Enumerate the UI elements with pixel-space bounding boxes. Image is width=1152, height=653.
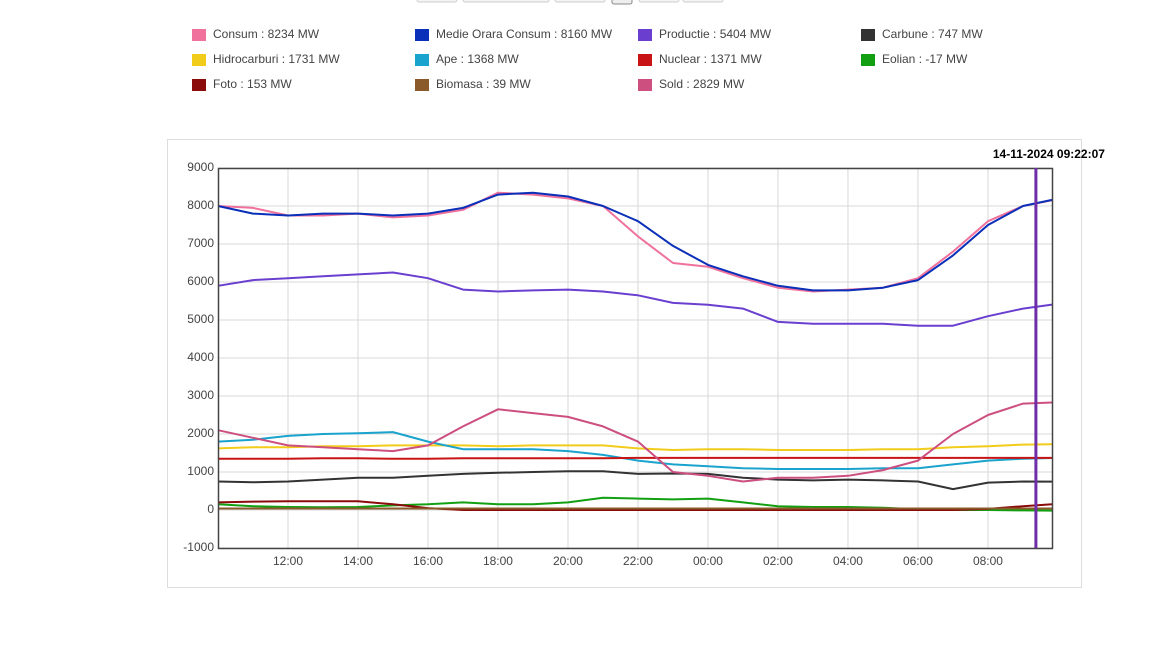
series-line — [217, 191, 1053, 292]
y-tick-label: 2000 — [187, 426, 214, 440]
series-line — [217, 271, 1053, 327]
plot — [217, 191, 1053, 512]
legend-swatch — [638, 29, 652, 41]
toolbar-button[interactable] — [462, 0, 550, 3]
x-tick-label: 06:00 — [903, 554, 933, 568]
y-tick-label: 7000 — [187, 236, 214, 250]
x-tick-label: 20:00 — [553, 554, 583, 568]
x-tick-label: 08:00 — [973, 554, 1003, 568]
y-tick-label: 0 — [207, 502, 214, 516]
y-tick-label: 6000 — [187, 274, 214, 288]
legend-label: Sold : 2829 MW — [659, 77, 745, 91]
legend-swatch — [861, 54, 875, 66]
plot-frame — [217, 167, 1054, 550]
toolbar-button[interactable] — [611, 0, 633, 5]
y-tick-label: 1000 — [187, 464, 214, 478]
x-tick-label: 16:00 — [413, 554, 443, 568]
grid: -1000 0 1000 2000 3000 4000 5000 6000 7000 8000 90… — [183, 160, 1052, 568]
legend-label: Carbune : 747 MW — [882, 27, 983, 41]
legend-swatch — [415, 79, 429, 91]
y-tick-label: 5000 — [187, 312, 214, 326]
y-tick-label: 3000 — [187, 388, 214, 402]
series-line — [218, 456, 1052, 460]
legend-swatch — [638, 54, 652, 66]
x-tick-label: 22:00 — [623, 554, 653, 568]
toolbar-button[interactable] — [554, 0, 606, 3]
legend-swatch — [192, 79, 206, 91]
toolbar-button[interactable] — [638, 0, 680, 3]
legend-label: Medie Orara Consum : 8160 MW — [436, 27, 613, 41]
y-tick-label: 8000 — [187, 198, 214, 212]
legend-swatch — [415, 54, 429, 66]
x-tick-label: 18:00 — [483, 554, 513, 568]
legend-label: Hidrocarburi : 1731 MW — [213, 52, 340, 66]
toolbar-button[interactable] — [416, 0, 458, 3]
legend: Consum : 8234 MW Medie Orara Consum : 816… — [192, 27, 983, 91]
toolbar-button[interactable] — [682, 0, 724, 3]
y-tick-label: -1000 — [183, 540, 214, 554]
legend-label: Ape : 1368 MW — [436, 52, 519, 66]
series-line — [217, 443, 1053, 451]
cursor-label: 14-11-2024 09:22:07 — [993, 147, 1105, 161]
x-tick-label: 14:00 — [343, 554, 373, 568]
legend-label: Biomasa : 39 MW — [436, 77, 531, 91]
legend-swatch — [638, 79, 652, 91]
cursor: 14-11-2024 09:22:07 — [993, 147, 1105, 548]
legend-label: Nuclear : 1371 MW — [659, 52, 762, 66]
legend-label: Productie : 5404 MW — [659, 27, 772, 41]
legend-swatch — [192, 29, 206, 41]
legend-swatch — [861, 29, 875, 41]
x-tick-label: 12:00 — [273, 554, 303, 568]
legend-swatch — [192, 54, 206, 66]
y-tick-label: 4000 — [187, 350, 214, 364]
x-tick-label: 04:00 — [833, 554, 863, 568]
series-line — [217, 470, 1053, 491]
legend-label: Foto : 153 MW — [213, 77, 292, 91]
chart-panel — [167, 139, 1082, 588]
x-tick-label: 00:00 — [693, 554, 723, 568]
x-tick-label: 02:00 — [763, 554, 793, 568]
legend-swatch — [415, 29, 429, 41]
series-line — [217, 401, 1053, 483]
y-tick-label: 9000 — [187, 160, 214, 174]
legend-label: Eolian : -17 MW — [882, 52, 968, 66]
legend-label: Consum : 8234 MW — [213, 27, 320, 41]
series-line — [217, 500, 1053, 511]
series-line — [217, 431, 1053, 470]
